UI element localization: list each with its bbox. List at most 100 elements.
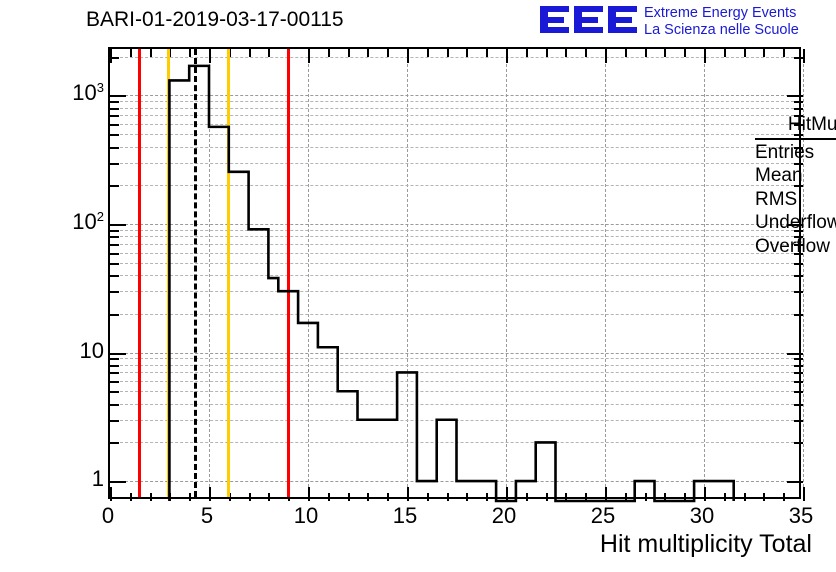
y-tick xyxy=(110,124,119,126)
stats-row: Underflow0 xyxy=(755,211,836,235)
x-tick xyxy=(644,49,647,57)
x-tick xyxy=(169,493,172,501)
y-tick xyxy=(794,391,803,394)
x-tick xyxy=(189,49,192,57)
x-tick xyxy=(189,493,192,501)
histogram-step-path xyxy=(168,64,735,503)
stats-label: Entries xyxy=(755,141,815,163)
marker-line-mean xyxy=(193,49,197,497)
stats-row: Overflow7 xyxy=(755,235,836,259)
x-tick xyxy=(367,493,370,501)
x-tick xyxy=(763,49,766,57)
x-tick xyxy=(209,487,211,501)
y-tick xyxy=(787,352,803,355)
gridline-horizontal xyxy=(110,115,799,117)
gridline-horizontal xyxy=(110,381,799,383)
x-tick xyxy=(149,493,152,501)
gridline-horizontal xyxy=(110,185,799,187)
y-tick-label: 10 xyxy=(79,337,104,363)
x-tick xyxy=(387,493,390,501)
histogram-data-layer xyxy=(110,49,799,503)
x-axis-title: Hit multiplicity Total xyxy=(599,530,812,558)
x-tick xyxy=(486,49,489,57)
x-tick xyxy=(308,49,310,63)
page-title: BARI-01-2019-03-17-00115 xyxy=(86,8,344,31)
x-tick xyxy=(288,493,291,501)
x-tick xyxy=(407,49,409,63)
y-axis-tick-labels: 1 10 102 103 xyxy=(0,0,104,572)
marker-line-ff0000 xyxy=(138,49,142,497)
x-tick xyxy=(110,487,112,501)
gridline-horizontal xyxy=(110,252,799,254)
eee-logo-line2: La Scienza nelle Scuole xyxy=(644,21,799,38)
y-tick xyxy=(110,313,119,316)
x-tick xyxy=(466,493,469,501)
gridline-horizontal xyxy=(110,124,799,125)
x-tick xyxy=(545,49,548,57)
y-tick xyxy=(110,185,119,188)
x-tick xyxy=(605,487,607,501)
gridline-horizontal xyxy=(110,162,799,164)
gridline-horizontal xyxy=(110,56,799,58)
gridline-horizontal xyxy=(110,481,799,483)
stats-label: RMS xyxy=(755,188,798,210)
eee-logo-text: Extreme Energy Events La Scienza nelle S… xyxy=(644,5,799,38)
gridline-vertical xyxy=(407,49,408,497)
x-tick xyxy=(129,493,132,501)
x-tick xyxy=(565,493,568,501)
gridline-vertical xyxy=(308,49,309,497)
gridline-horizontal xyxy=(110,291,799,293)
y-tick xyxy=(110,146,119,149)
y-tick xyxy=(794,56,803,59)
eee-logo-line1: Extreme Energy Events xyxy=(644,5,797,21)
x-tick xyxy=(743,493,746,501)
y-tick xyxy=(794,275,803,278)
y-tick xyxy=(794,365,803,367)
x-tick xyxy=(565,49,568,57)
gridline-horizontal xyxy=(110,403,799,405)
x-tick xyxy=(110,49,112,63)
y-tick xyxy=(794,291,803,294)
y-tick xyxy=(110,262,119,265)
y-tick xyxy=(110,275,119,278)
x-tick xyxy=(664,493,667,501)
x-tick xyxy=(803,487,805,501)
y-tick xyxy=(794,107,803,110)
eee-logo: Extreme Energy Events La Scienza nelle S… xyxy=(540,4,832,40)
gridline-vertical xyxy=(209,49,210,497)
gridline-horizontal xyxy=(110,146,799,148)
x-tick xyxy=(704,49,706,63)
x-tick xyxy=(803,49,805,63)
x-tick xyxy=(367,49,370,57)
x-tick xyxy=(446,49,449,57)
marker-line-ffcc00 xyxy=(227,49,231,497)
gridline-horizontal xyxy=(110,107,799,109)
stats-row: Mean4.233 xyxy=(755,164,836,188)
y-tick xyxy=(110,352,126,355)
x-tick xyxy=(228,49,231,57)
gridline-horizontal xyxy=(110,224,799,226)
x-tick xyxy=(506,487,508,501)
x-tick xyxy=(624,49,627,57)
y-tick xyxy=(110,162,119,165)
gridline-horizontal xyxy=(110,313,799,315)
x-tick xyxy=(169,49,172,57)
x-tick xyxy=(248,49,251,57)
x-tick xyxy=(585,49,588,57)
y-tick xyxy=(110,381,119,384)
gridline-horizontal xyxy=(110,236,799,238)
x-tick xyxy=(327,49,330,57)
y-tick xyxy=(794,358,803,361)
x-tick xyxy=(704,487,706,501)
y-tick xyxy=(110,391,119,394)
y-tick xyxy=(110,101,119,104)
gridline-horizontal xyxy=(110,442,799,444)
x-tick xyxy=(486,493,489,501)
gridline-horizontal xyxy=(110,229,799,231)
gridline-horizontal xyxy=(110,243,799,245)
x-tick xyxy=(268,49,271,57)
y-tick xyxy=(110,243,119,246)
x-tick xyxy=(605,49,607,63)
x-tick xyxy=(684,49,687,57)
y-tick xyxy=(110,95,126,98)
